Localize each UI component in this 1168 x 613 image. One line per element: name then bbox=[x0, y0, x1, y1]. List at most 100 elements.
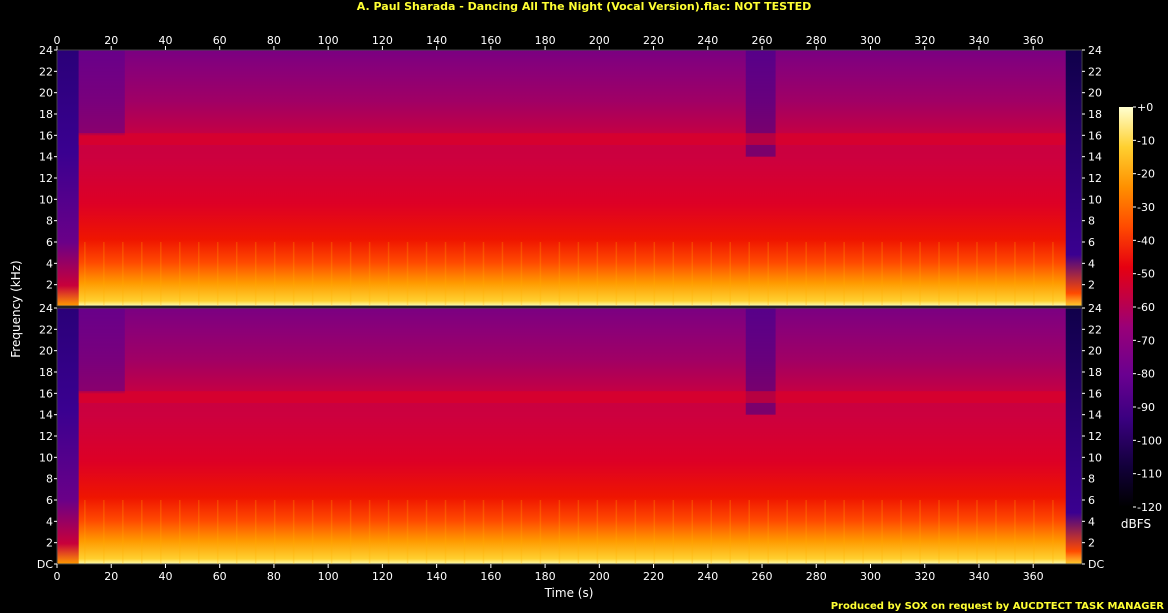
y-tick-label-left: 16 bbox=[39, 129, 53, 142]
transient-line bbox=[1052, 242, 1054, 306]
y-tick-label-right: 10 bbox=[1088, 451, 1102, 464]
y-tick-label-left: 8 bbox=[46, 473, 53, 486]
y-tick-label-right: 12 bbox=[1088, 172, 1102, 185]
transient-line bbox=[387, 500, 390, 564]
transient-line bbox=[577, 500, 580, 564]
y-tick-label-right: 22 bbox=[1088, 323, 1102, 336]
transient-line bbox=[729, 500, 731, 564]
colorbar-tick-label: -70 bbox=[1137, 334, 1155, 347]
transient-line bbox=[330, 242, 333, 306]
y-tick-label-left: 24 bbox=[39, 44, 53, 57]
y-tick-label-right: 20 bbox=[1088, 345, 1102, 358]
colorbar-tick-label: -110 bbox=[1137, 468, 1162, 481]
transient-line bbox=[596, 500, 599, 564]
transient-line bbox=[84, 242, 86, 306]
transient-line bbox=[520, 242, 523, 306]
x-tick-label-top: 320 bbox=[914, 34, 935, 47]
y-tick-label-right: 10 bbox=[1088, 193, 1102, 206]
transient-line bbox=[767, 242, 769, 306]
transient-line bbox=[938, 500, 940, 564]
transient-line bbox=[558, 500, 561, 564]
transient-line bbox=[653, 242, 656, 306]
transient-line bbox=[995, 242, 997, 306]
colorbar-gradient bbox=[1119, 107, 1133, 507]
transient-line bbox=[141, 242, 143, 306]
colorbar-tick-label: +0 bbox=[1137, 101, 1153, 114]
y-tick-label-left: 10 bbox=[39, 193, 53, 206]
transient-line bbox=[919, 500, 921, 564]
transient-line bbox=[463, 500, 466, 564]
y-tick-label-right: 6 bbox=[1088, 236, 1095, 249]
transient-line bbox=[141, 500, 143, 564]
y-tick-label-right: 16 bbox=[1088, 387, 1102, 400]
colorbar-tick-label: -30 bbox=[1137, 201, 1155, 214]
transient-line bbox=[254, 500, 257, 564]
x-tick-label-top: 40 bbox=[158, 34, 172, 47]
x-tick-label-bottom: 360 bbox=[1023, 570, 1044, 583]
channel-2-spectrum bbox=[56, 307, 1083, 565]
transient-line bbox=[368, 242, 371, 306]
transient-line bbox=[406, 500, 409, 564]
y-tick-label-right: 22 bbox=[1088, 65, 1102, 78]
transient-line bbox=[767, 500, 769, 564]
x-tick-label-bottom: 200 bbox=[589, 570, 610, 583]
transient-line bbox=[976, 242, 978, 306]
transient-line bbox=[179, 242, 181, 306]
colorbar: +0 -10 -20 -30 -40 -50 -60 -70 -80 -90 -100 -110 -12… bbox=[1119, 101, 1162, 514]
colorbar-tick-label: -60 bbox=[1137, 301, 1155, 314]
y-tick-label-right: 6 bbox=[1088, 494, 1095, 507]
x-tick-label-top: 0 bbox=[54, 34, 61, 47]
colorbar-label: dBFS bbox=[1121, 517, 1151, 531]
transient-line bbox=[558, 242, 561, 306]
colorbar-tick-label: -10 bbox=[1137, 134, 1155, 147]
footer-credit: Produced by SOX on request by AUCDTECT T… bbox=[831, 601, 1165, 612]
transient-line bbox=[672, 500, 675, 564]
x-tick-label-bottom: 0 bbox=[54, 570, 61, 583]
x-tick-label-bottom: 260 bbox=[752, 570, 773, 583]
transient-line bbox=[824, 500, 826, 564]
y-tick-label-right: 18 bbox=[1088, 108, 1102, 121]
transient-line bbox=[273, 242, 276, 306]
y-tick-label-left: 18 bbox=[39, 366, 53, 379]
transient-line bbox=[900, 242, 902, 306]
transient-line bbox=[160, 242, 162, 306]
intro-upper-region bbox=[78, 50, 125, 136]
transient-line bbox=[330, 500, 333, 564]
x-tick-label-top: 280 bbox=[806, 34, 827, 47]
transient-line bbox=[881, 242, 883, 306]
transient-line bbox=[444, 242, 447, 306]
y-tick-label-right: DC bbox=[1088, 558, 1104, 571]
x-tick-label-top: 260 bbox=[752, 34, 773, 47]
transient-line bbox=[729, 242, 731, 306]
colorbar-tick-label: -20 bbox=[1137, 168, 1155, 181]
axes: 0 0 20 20 40 40 60 60 80 80 100 100 120 120 140 140 160 1… bbox=[37, 34, 1105, 583]
x-tick-label-top: 340 bbox=[968, 34, 989, 47]
transient-line bbox=[444, 500, 447, 564]
transient-line bbox=[596, 242, 599, 306]
transient-line bbox=[710, 242, 713, 306]
transient-line bbox=[957, 242, 959, 306]
transient-line bbox=[976, 500, 978, 564]
y-tick-label-left: 12 bbox=[39, 172, 53, 185]
x-tick-label-bottom: 340 bbox=[968, 570, 989, 583]
transient-line bbox=[843, 242, 845, 306]
y-tick-label-right: 14 bbox=[1088, 151, 1102, 164]
intro-upper-region bbox=[78, 308, 125, 394]
transient-line bbox=[122, 500, 124, 564]
y-tick-label-left: DC bbox=[37, 558, 53, 571]
transient-line bbox=[501, 242, 504, 306]
transient-line bbox=[691, 242, 694, 306]
transient-line bbox=[691, 500, 694, 564]
y-tick-label-right: 14 bbox=[1088, 409, 1102, 422]
x-tick-label-bottom: 240 bbox=[697, 570, 718, 583]
transient-line bbox=[824, 242, 826, 306]
ending-region bbox=[1065, 308, 1082, 564]
x-tick-label-bottom: 120 bbox=[372, 570, 393, 583]
x-tick-label-bottom: 40 bbox=[158, 570, 172, 583]
transient-line bbox=[387, 242, 390, 306]
transient-line bbox=[805, 500, 807, 564]
transient-line bbox=[216, 242, 219, 306]
y-tick-label-right: 8 bbox=[1088, 473, 1095, 486]
chart-title: A. Paul Sharada - Dancing All The Night … bbox=[357, 0, 811, 13]
y-tick-label-left: 12 bbox=[39, 430, 53, 443]
